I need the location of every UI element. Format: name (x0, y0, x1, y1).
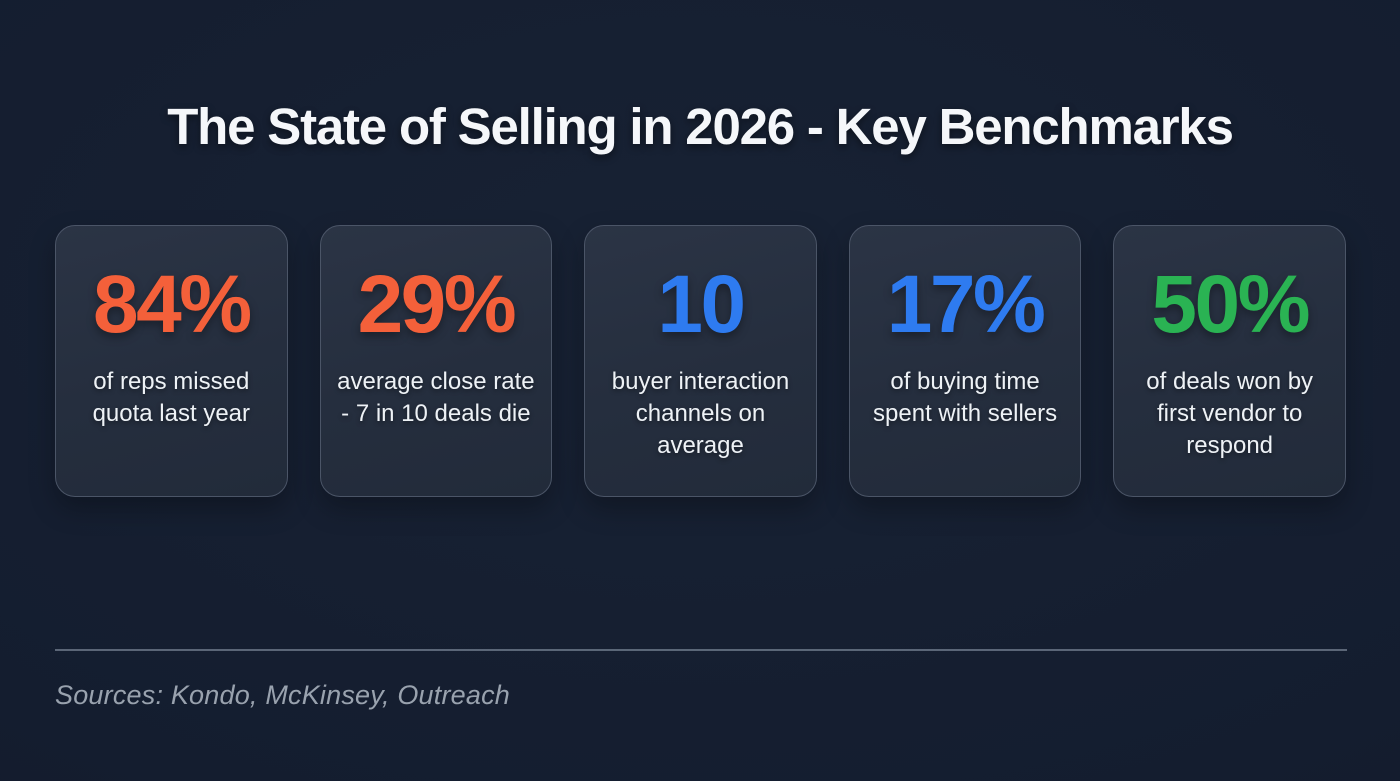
stat-card-first-responder: 50% of deals won by first vendor to resp… (1113, 225, 1346, 497)
stat-label: average close rate - 7 in 10 deals die (337, 368, 535, 427)
stat-card-buyer-channels: 10 buyer interaction channels on average (584, 225, 817, 497)
stat-value: 10 (657, 259, 746, 350)
stat-value: 29% (357, 259, 517, 350)
stat-label: of buying time spent with sellers (873, 368, 1058, 427)
stat-value: 84% (92, 259, 252, 350)
stat-label: buyer interaction channels on average (611, 368, 790, 459)
sources-note: Sources: Kondo, McKinsey, Outreach (55, 680, 511, 710)
stat-value: 17% (886, 259, 1046, 350)
stat-card-missed-quota: 84% of reps missed quota last year (55, 225, 288, 497)
stat-card-buying-time: 17% of buying time spent with sellers (848, 225, 1082, 497)
stat-card-row: 84% of reps missed quota last year 29% a… (55, 225, 1346, 497)
stat-label: of deals won by first vendor to respond (1146, 368, 1314, 459)
stat-card-close-rate: 29% average close rate - 7 in 10 deals d… (319, 225, 553, 497)
page-title: The State of Selling in 2026 - Key Bench… (167, 98, 1234, 156)
stat-value: 50% (1151, 259, 1310, 350)
stat-label: of reps missed quota last year (92, 368, 251, 427)
footer-divider (55, 649, 1347, 651)
